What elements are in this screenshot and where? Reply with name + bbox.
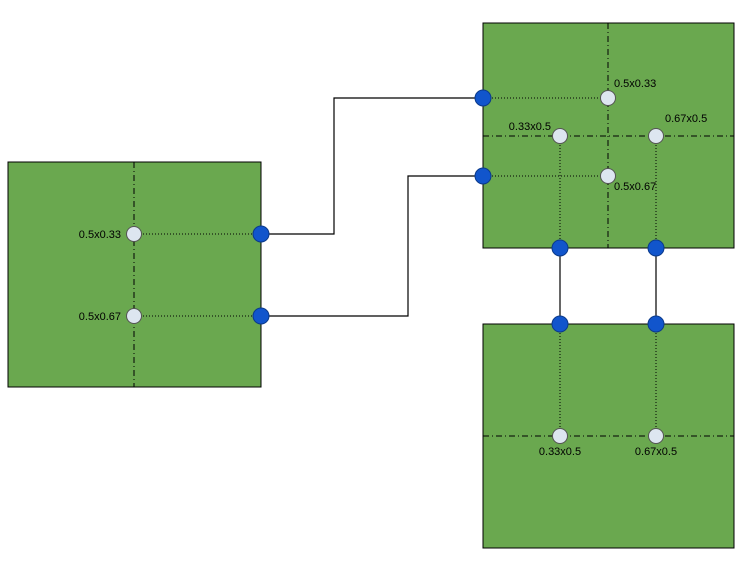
port-left-lower[interactable] (252, 307, 270, 325)
anchor-topright-lower[interactable] (600, 168, 616, 184)
port-topright-bottom-left[interactable] (551, 239, 569, 257)
port-topright-upper[interactable] (474, 89, 492, 107)
connector-lower[interactable] (261, 175, 483, 317)
label-bottom-right-mid: 0.67x0.5 (635, 446, 677, 458)
anchor-bottom-left-mid[interactable] (552, 428, 568, 444)
label-left-lower: 0.5x0.67 (79, 311, 121, 323)
anchor-left-lower[interactable] (126, 308, 142, 324)
anchor-bottom-right-mid[interactable] (648, 428, 664, 444)
port-topright-bottom-right[interactable] (647, 239, 665, 257)
label-topright-right-mid: 0.67x0.5 (665, 113, 707, 125)
anchor-topright-upper[interactable] (600, 90, 616, 106)
connector-upper[interactable] (261, 97, 483, 235)
label-topright-upper: 0.5x0.33 (614, 78, 656, 90)
anchor-left-upper[interactable] (126, 226, 142, 242)
port-bottom-top-left[interactable] (551, 315, 569, 333)
label-bottom-left-mid: 0.33x0.5 (539, 446, 581, 458)
label-left-upper: 0.5x0.33 (79, 229, 121, 241)
label-topright-lower: 0.5x0.67 (614, 181, 656, 193)
port-topright-lower[interactable] (474, 167, 492, 185)
port-bottom-top-right[interactable] (647, 315, 665, 333)
anchor-topright-right-mid[interactable] (648, 128, 664, 144)
port-left-upper[interactable] (252, 225, 270, 243)
anchor-topright-left-mid[interactable] (552, 128, 568, 144)
label-topright-left-mid: 0.33x0.5 (509, 121, 551, 133)
